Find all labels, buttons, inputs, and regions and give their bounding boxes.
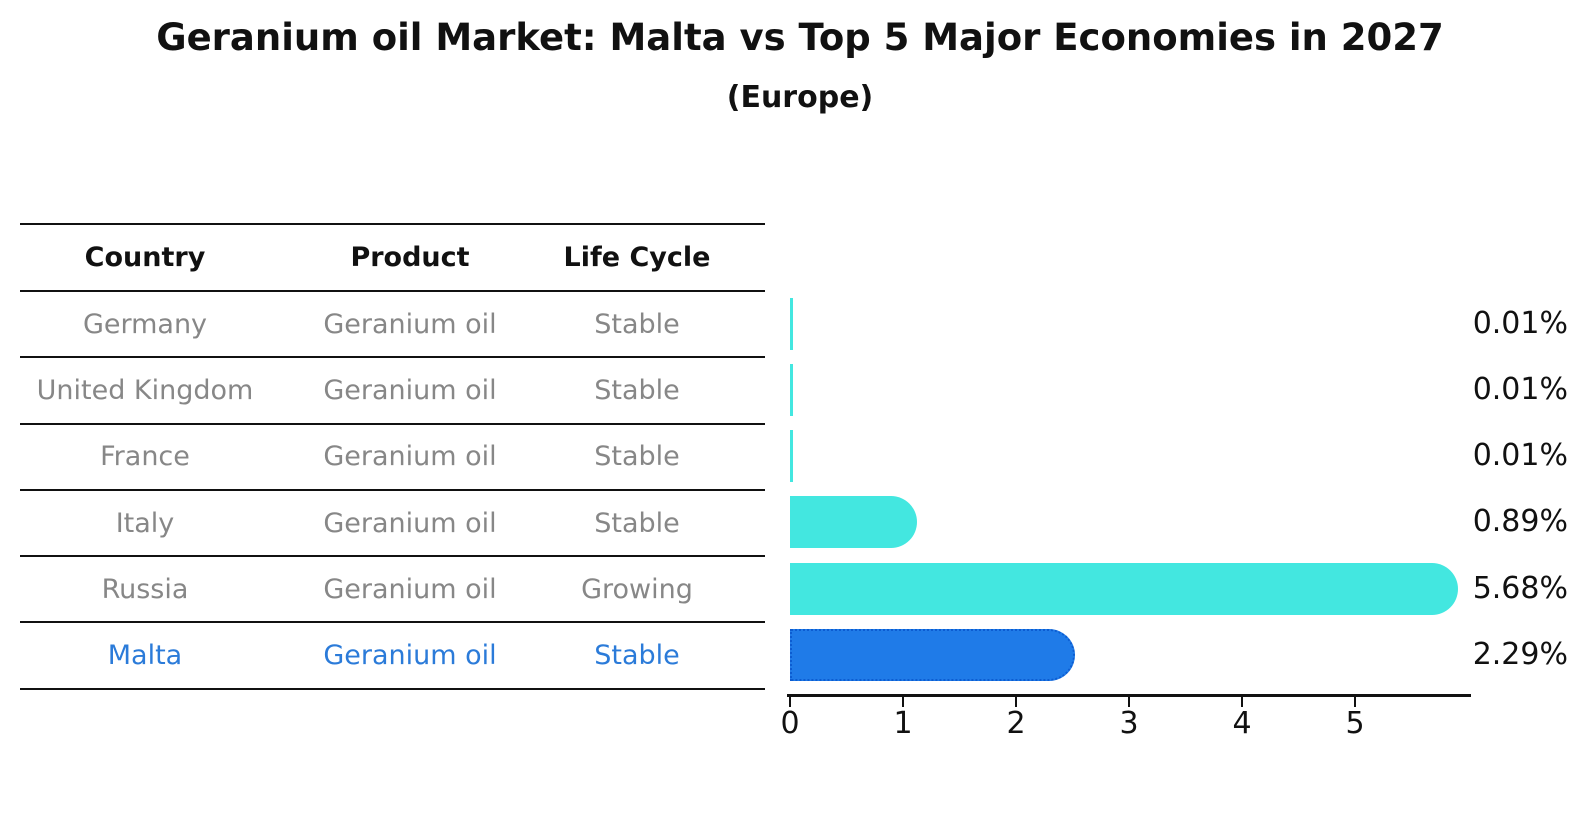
bar-united-kingdom xyxy=(790,363,793,416)
country-cell: Russia xyxy=(101,573,189,605)
x-axis-tick xyxy=(1354,697,1356,707)
life-cycle-cell: Stable xyxy=(594,441,680,473)
x-axis-tick-label: 3 xyxy=(1119,706,1139,741)
product-cell: Geranium oil xyxy=(323,308,497,340)
life-cycle-cell: Stable xyxy=(594,308,680,340)
product-cell: Geranium oil xyxy=(323,507,497,539)
x-axis-tick xyxy=(1015,697,1017,707)
product-cell: Geranium oil xyxy=(323,374,497,406)
product-cell: Geranium oil xyxy=(323,640,497,672)
chart-subtitle: (Europe) xyxy=(726,80,874,115)
x-axis-tick-label: 0 xyxy=(780,706,800,741)
table-header-row: Country Product Life Cycle xyxy=(20,223,765,290)
life-cycle-cell: Stable xyxy=(594,374,680,406)
x-axis-tick-label: 5 xyxy=(1345,706,1365,741)
table-row: Germany Geranium oil Stable xyxy=(20,290,765,356)
life-cycle-cell: Stable xyxy=(594,507,680,539)
table-row: Italy Geranium oil Stable xyxy=(20,488,765,555)
value-label: 5.68% xyxy=(1472,570,1568,606)
x-axis-tick xyxy=(1241,697,1243,707)
value-label: 2.29% xyxy=(1472,637,1568,672)
data-table: Country Product Life Cycle Germany Geran… xyxy=(20,223,765,690)
x-axis-tick xyxy=(789,697,791,707)
country-cell: Italy xyxy=(115,507,175,539)
x-axis-tick xyxy=(902,697,904,707)
bar-italy xyxy=(790,496,917,549)
column-header-product: Product xyxy=(350,242,470,273)
life-cycle-cell: Stable xyxy=(594,640,680,672)
table-row: France Geranium oil Stable xyxy=(20,422,765,489)
bar-germany xyxy=(790,297,793,350)
country-cell: Germany xyxy=(82,308,208,340)
chart-title: Geranium oil Market: Malta vs Top 5 Majo… xyxy=(156,16,1444,59)
table-row: Russia Geranium oil Growing xyxy=(20,555,765,621)
bar-malta xyxy=(790,629,1075,681)
country-cell: Malta xyxy=(107,640,183,672)
product-cell: Geranium oil xyxy=(323,441,497,473)
x-axis-tick-label: 2 xyxy=(1006,706,1026,741)
value-label: 0.01% xyxy=(1472,305,1568,341)
bar-russia xyxy=(790,562,1458,615)
value-label: 0.89% xyxy=(1472,504,1568,540)
x-axis-tick-label: 4 xyxy=(1232,706,1252,741)
x-axis-tick xyxy=(1128,697,1130,707)
table-row: United Kingdom Geranium oil Stable xyxy=(20,356,765,422)
value-label: 0.01% xyxy=(1472,438,1568,474)
country-cell: United Kingdom xyxy=(36,374,254,406)
x-axis-line xyxy=(787,694,1471,697)
life-cycle-cell: Growing xyxy=(581,573,693,605)
product-cell: Geranium oil xyxy=(323,573,497,605)
country-cell: France xyxy=(100,441,190,473)
column-header-country: Country xyxy=(84,242,206,273)
value-label: 0.01% xyxy=(1472,371,1568,407)
bar-france xyxy=(790,430,793,483)
column-header-life-cycle: Life Cycle xyxy=(563,242,711,273)
table-row: Malta Geranium oil Stable xyxy=(20,621,765,690)
x-axis-tick-label: 1 xyxy=(893,706,913,741)
